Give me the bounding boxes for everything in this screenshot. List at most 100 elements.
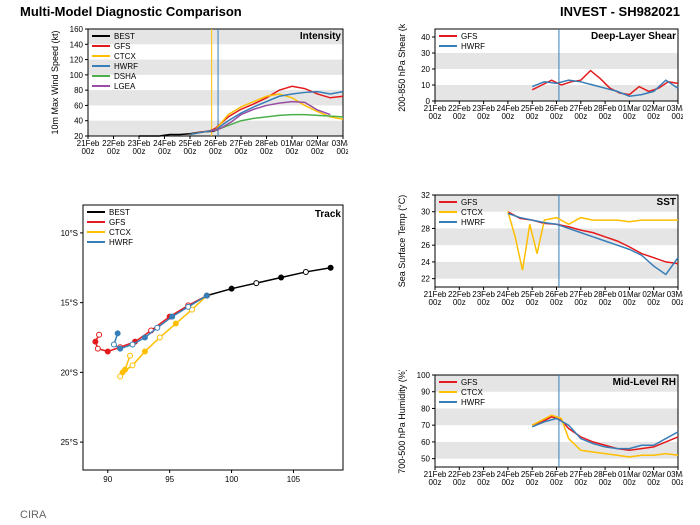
svg-text:00z: 00z: [599, 112, 612, 121]
svg-text:LGEA: LGEA: [114, 82, 136, 91]
svg-text:15°S: 15°S: [61, 299, 78, 308]
svg-text:00z: 00z: [501, 298, 514, 307]
svg-text:00z: 00z: [260, 147, 273, 156]
svg-text:80: 80: [74, 86, 83, 95]
svg-text:CTCX: CTCX: [109, 228, 131, 237]
svg-text:140: 140: [70, 40, 84, 49]
svg-text:CTCX: CTCX: [461, 388, 483, 397]
svg-text:HWRF: HWRF: [109, 238, 133, 247]
svg-text:00z: 00z: [599, 298, 612, 307]
svg-text:00z: 00z: [574, 478, 587, 487]
svg-text:Sea Surface Temp (°C): Sea Surface Temp (°C): [397, 195, 407, 287]
svg-text:00z: 00z: [235, 147, 248, 156]
svg-text:00z: 00z: [623, 112, 636, 121]
svg-text:00z: 00z: [453, 112, 466, 121]
svg-text:00z: 00z: [501, 478, 514, 487]
svg-text:24: 24: [421, 258, 430, 267]
svg-text:HWRF: HWRF: [461, 398, 485, 407]
svg-text:200-850 hPa Shear (kt): 200-850 hPa Shear (kt): [397, 24, 407, 112]
svg-text:00z: 00z: [477, 478, 490, 487]
svg-text:HWRF: HWRF: [114, 62, 138, 71]
svg-text:00z: 00z: [526, 112, 539, 121]
svg-text:Mid-Level RH: Mid-Level RH: [613, 377, 676, 388]
svg-text:00z: 00z: [647, 298, 660, 307]
svg-text:00z: 00z: [672, 298, 683, 307]
svg-text:95: 95: [165, 475, 174, 484]
header: Multi-Model Diagnostic Comparison INVEST…: [0, 0, 700, 19]
svg-text:700-500 hPa Humidity (%): 700-500 hPa Humidity (%): [397, 370, 407, 474]
svg-text:90: 90: [103, 475, 112, 484]
svg-text:CTCX: CTCX: [461, 208, 483, 217]
svg-text:10: 10: [421, 81, 430, 90]
svg-text:00z: 00z: [82, 147, 95, 156]
svg-text:00z: 00z: [501, 112, 514, 121]
svg-text:20: 20: [421, 65, 430, 74]
svg-text:GFS: GFS: [461, 32, 477, 41]
svg-text:GFS: GFS: [461, 378, 477, 387]
svg-text:00z: 00z: [623, 478, 636, 487]
svg-text:00z: 00z: [209, 147, 222, 156]
svg-text:BEST: BEST: [109, 208, 130, 217]
svg-text:GFS: GFS: [114, 42, 130, 51]
svg-text:00z: 00z: [574, 112, 587, 121]
shear-chart: 01020304021Feb00z22Feb00z23Feb00z24Feb00…: [395, 24, 683, 129]
svg-text:40: 40: [421, 33, 430, 42]
svg-text:00z: 00z: [550, 298, 563, 307]
svg-text:Intensity: Intensity: [300, 31, 342, 42]
svg-text:22: 22: [421, 275, 430, 284]
svg-text:105: 105: [287, 475, 301, 484]
svg-text:SST: SST: [657, 197, 676, 208]
svg-text:00z: 00z: [337, 147, 348, 156]
svg-text:GFS: GFS: [109, 218, 125, 227]
sst-chart: 22242628303221Feb00z22Feb00z23Feb00z24Fe…: [395, 190, 683, 315]
svg-text:00z: 00z: [550, 112, 563, 121]
intensity-chart: 2040608010012014016021Feb00z22Feb00z23Fe…: [48, 24, 348, 164]
svg-text:HWRF: HWRF: [461, 218, 485, 227]
svg-text:10m Max Wind Speed (kt): 10m Max Wind Speed (kt): [50, 30, 60, 134]
svg-text:00z: 00z: [672, 112, 683, 121]
svg-text:30: 30: [421, 49, 430, 58]
svg-text:00z: 00z: [429, 298, 442, 307]
footer-org: CIRA: [20, 509, 46, 521]
svg-text:80: 80: [421, 404, 430, 413]
svg-text:00z: 00z: [311, 147, 324, 156]
svg-text:32: 32: [421, 191, 430, 200]
title-left: Multi-Model Diagnostic Comparison: [20, 4, 242, 19]
svg-text:50: 50: [421, 455, 430, 464]
root: Multi-Model Diagnostic Comparison INVEST…: [0, 0, 700, 525]
svg-text:100: 100: [417, 371, 431, 380]
svg-text:70: 70: [421, 421, 430, 430]
svg-text:00z: 00z: [133, 147, 146, 156]
svg-text:00z: 00z: [158, 147, 171, 156]
svg-text:00z: 00z: [477, 298, 490, 307]
svg-text:20°S: 20°S: [61, 368, 78, 377]
svg-text:90: 90: [421, 388, 430, 397]
svg-text:BEST: BEST: [114, 32, 135, 41]
svg-text:Deep-Layer Shear: Deep-Layer Shear: [591, 31, 676, 42]
svg-text:25°S: 25°S: [61, 438, 78, 447]
svg-text:00z: 00z: [574, 298, 587, 307]
svg-text:60: 60: [421, 438, 430, 447]
svg-text:00z: 00z: [429, 112, 442, 121]
track-chart: 909510010510°S15°S20°S25°STrackBESTGFSCT…: [48, 200, 348, 490]
svg-text:00z: 00z: [526, 478, 539, 487]
svg-text:120: 120: [70, 56, 84, 65]
svg-text:00z: 00z: [453, 298, 466, 307]
svg-text:00z: 00z: [107, 147, 120, 156]
svg-text:100: 100: [225, 475, 239, 484]
svg-text:30: 30: [421, 208, 430, 217]
svg-text:00z: 00z: [477, 112, 490, 121]
rh-chart: 506070809010021Feb00z22Feb00z23Feb00z24F…: [395, 370, 683, 495]
svg-text:60: 60: [74, 101, 83, 110]
svg-text:HWRF: HWRF: [461, 42, 485, 51]
svg-text:00z: 00z: [286, 147, 299, 156]
svg-text:00z: 00z: [550, 478, 563, 487]
svg-text:26: 26: [421, 241, 430, 250]
svg-text:160: 160: [70, 25, 84, 34]
svg-text:100: 100: [70, 71, 84, 80]
svg-text:00z: 00z: [623, 298, 636, 307]
svg-text:00z: 00z: [672, 478, 683, 487]
svg-text:DSHA: DSHA: [114, 72, 137, 81]
svg-text:Track: Track: [315, 209, 342, 220]
svg-text:00z: 00z: [647, 112, 660, 121]
